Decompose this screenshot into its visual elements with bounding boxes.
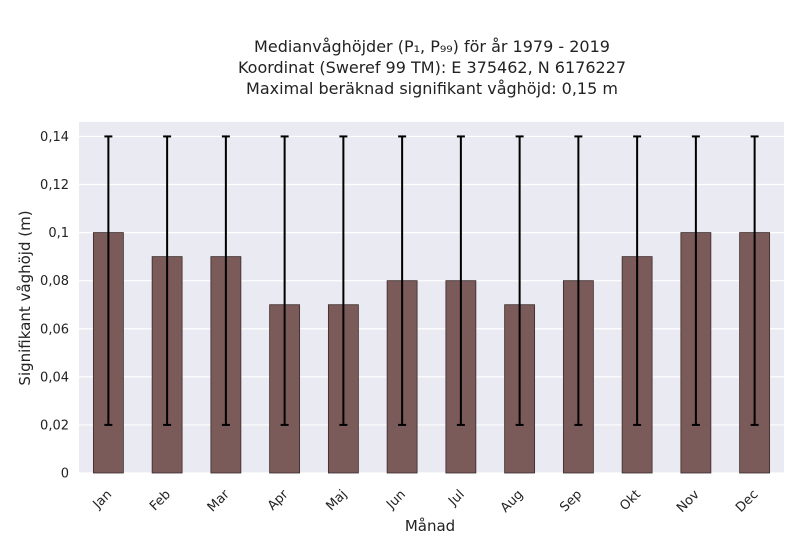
- x-axis-ticks: Jan Feb Mar Apr Maj Jun Jul Aug Sep Okt Nov Dec: [90, 487, 762, 516]
- y-tick-label: 0,14: [40, 130, 69, 145]
- x-tick-label: Jan: [90, 487, 115, 512]
- x-tick-label: Maj: [323, 487, 350, 514]
- chart-title-line-3: Maximal beräknad signifikant våghöjd: 0,…: [246, 79, 618, 98]
- y-axis-label: Signifikant våghöjd (m): [16, 210, 34, 385]
- error-bar-jul: [456, 135, 465, 426]
- error-bar-maj: [339, 135, 348, 426]
- chart-title-line-1: Medianvåghöjder (P₁, P₉₉) för år 1979 - …: [254, 37, 610, 56]
- error-bar-jan: [104, 135, 113, 426]
- x-tick-label: Jul: [445, 487, 467, 509]
- plot-area: [79, 122, 784, 473]
- error-bar-mar: [221, 135, 230, 426]
- error-bar-apr: [280, 135, 289, 426]
- y-tick-label: 0,1: [48, 226, 69, 241]
- error-bar-okt: [633, 135, 642, 426]
- chart-title: Medianvåghöjder (P₁, P₉₉) för år 1979 - …: [238, 37, 626, 98]
- x-tick-label: Jun: [383, 487, 409, 513]
- x-tick-label: Feb: [147, 487, 174, 514]
- error-bars: [104, 135, 759, 426]
- y-tick-label: 0: [61, 467, 69, 482]
- x-tick-label: Mar: [205, 487, 233, 515]
- y-tick-label: 0,04: [40, 370, 69, 385]
- error-bar-dec: [750, 135, 759, 426]
- x-tick-label: Apr: [265, 487, 292, 514]
- x-tick-label: Dec: [733, 487, 761, 515]
- x-tick-label: Sep: [557, 487, 585, 515]
- grid-lines: [79, 135, 784, 474]
- y-axis-ticks: 0 0,02 0,04 0,06 0,08 0,1 0,12 0,14: [40, 130, 69, 482]
- y-tick-label: 0,02: [40, 418, 69, 433]
- chart-title-line-2: Koordinat (Sweref 99 TM): E 375462, N 61…: [238, 58, 626, 77]
- error-bar-jun: [398, 135, 407, 426]
- x-tick-label: Aug: [498, 487, 527, 516]
- y-tick-label: 0,12: [40, 178, 69, 193]
- error-bar-nov: [691, 135, 700, 426]
- x-tick-label: Okt: [617, 487, 644, 514]
- x-axis-label: Månad: [405, 517, 455, 535]
- y-tick-label: 0,06: [40, 322, 69, 337]
- error-bar-sep: [574, 135, 583, 426]
- x-tick-label: Nov: [674, 487, 703, 516]
- error-bar-feb: [163, 135, 172, 426]
- error-bar-aug: [515, 135, 524, 426]
- y-tick-label: 0,08: [40, 274, 69, 289]
